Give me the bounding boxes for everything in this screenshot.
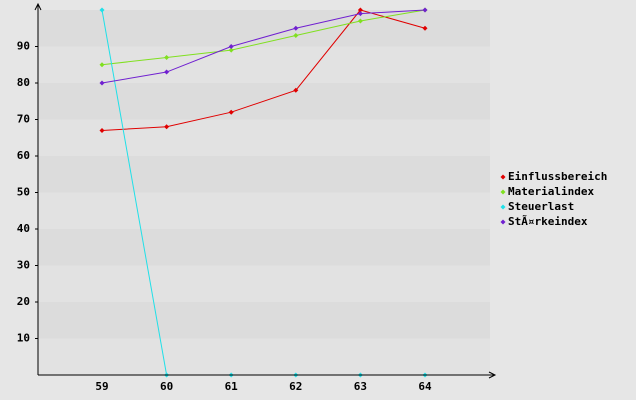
legend-label: Einflussbereich: [508, 170, 607, 183]
x-tick-label: 59: [95, 380, 108, 393]
y-tick-label: 70: [17, 113, 30, 126]
data-point: [228, 47, 234, 53]
y-tick-label: 50: [17, 186, 30, 199]
legend-marker: [500, 204, 506, 210]
y-tick-label: 20: [17, 295, 30, 308]
grid-band: [38, 265, 490, 302]
data-point: [293, 87, 299, 93]
plot-bands: [38, 10, 490, 375]
y-axis-arrow: [34, 2, 42, 11]
data-point: [164, 54, 170, 60]
y-tick-label: 30: [17, 259, 30, 272]
data-point: [99, 7, 105, 13]
legend-label: Steuerlast: [508, 200, 574, 213]
legend-label: Materialindex: [508, 185, 594, 198]
data-point: [357, 18, 363, 24]
x-tick-label: 60: [160, 380, 173, 393]
y-tick-label: 40: [17, 222, 30, 235]
grid-band: [38, 192, 490, 229]
data-point: [164, 124, 170, 130]
series-line: [101, 9, 426, 66]
data-point: [293, 25, 299, 31]
grid-band: [38, 229, 490, 266]
x-axis-arrow: [488, 371, 497, 379]
data-point: [357, 11, 363, 17]
legend-label: StÃ¤rkeindex: [508, 215, 588, 228]
x-tick-label: 64: [418, 380, 432, 393]
grid-band: [38, 119, 490, 156]
x-tick-label: 61: [225, 380, 239, 393]
grid-band: [38, 338, 490, 375]
grid-band: [38, 302, 490, 339]
data-point: [99, 80, 105, 86]
grid-band: [38, 46, 490, 83]
y-tick-label: 10: [17, 332, 30, 345]
legend-marker: [500, 189, 506, 195]
data-point: [357, 7, 363, 13]
data-point: [99, 62, 105, 68]
y-tick-label: 80: [17, 76, 30, 89]
x-tick-label: 63: [354, 380, 367, 393]
data-point: [422, 7, 428, 13]
y-tick-label: 60: [17, 149, 30, 162]
legend-marker: [500, 174, 506, 180]
grid-band: [38, 10, 490, 47]
data-point: [228, 44, 234, 49]
legend-marker: [500, 219, 506, 225]
grid-band: [38, 156, 490, 193]
data-point: [228, 109, 234, 115]
data-point: [164, 69, 170, 75]
y-tick-label: 90: [17, 40, 30, 53]
series-line: [101, 9, 426, 84]
x-tick-label: 62: [289, 380, 302, 393]
data-point: [422, 25, 428, 31]
data-point: [99, 127, 105, 133]
data-point: [293, 33, 299, 39]
